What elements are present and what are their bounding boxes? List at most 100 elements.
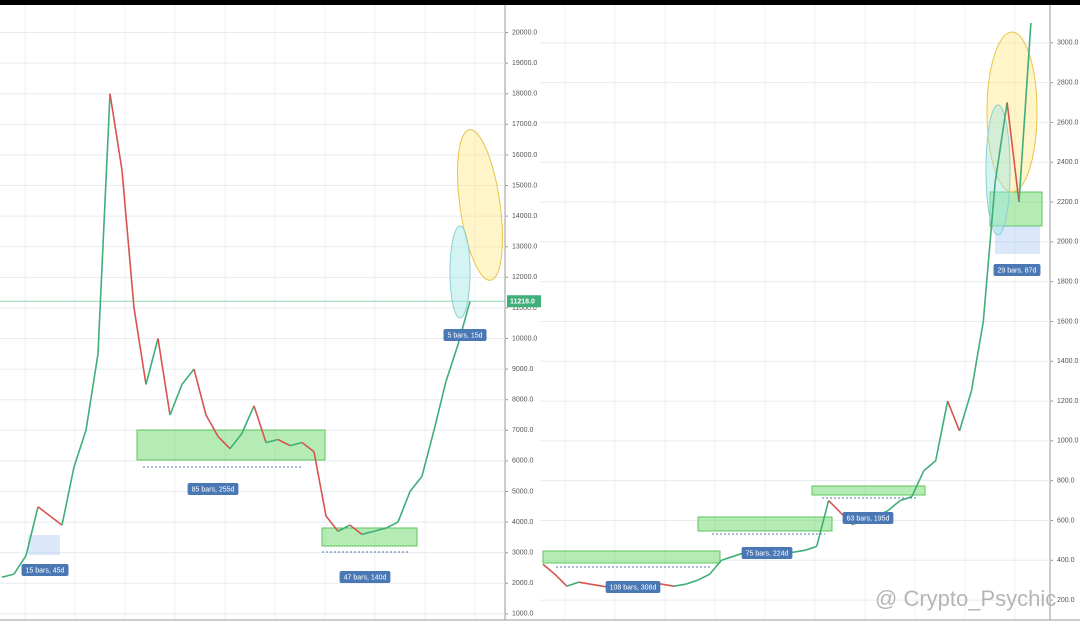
y-tick-label: 2000.0 — [512, 580, 534, 587]
highlight-ellipse — [457, 129, 503, 281]
y-tick-label: 18000.0 — [512, 91, 537, 98]
price-segment — [970, 321, 985, 392]
price-segment — [337, 524, 351, 532]
price-segment — [673, 583, 686, 587]
y-tick-label: 13000.0 — [512, 244, 537, 251]
price-segment — [85, 353, 99, 431]
annotation-tag — [993, 264, 1041, 276]
price-segment — [145, 338, 159, 385]
y-tick-label: 2000.0 — [1057, 239, 1079, 246]
price-segment — [349, 524, 363, 535]
price-segment — [445, 344, 459, 382]
price-segment — [578, 581, 591, 585]
y-tick-label: 1400.0 — [1057, 358, 1079, 365]
price-segment — [97, 93, 111, 354]
y-tick-label: 1200.0 — [1057, 398, 1079, 405]
price-segment — [265, 438, 279, 444]
price-segment — [13, 555, 27, 575]
price-segment — [109, 93, 123, 171]
y-tick-label: 200.0 — [1057, 597, 1075, 604]
price-segment — [685, 579, 698, 585]
range-zone — [989, 191, 1043, 227]
price-segment — [1006, 102, 1020, 203]
foreground-layer: 15 bars, 45d 85 bars, 255d 47 bars, 140d 5 … — [0, 22, 1080, 621]
price-segment — [193, 368, 207, 416]
annotation-label: 47 bars, 140d — [344, 574, 387, 581]
price-segment — [133, 307, 147, 385]
measure-box — [28, 535, 60, 555]
range-zone — [321, 527, 418, 547]
y-tick-label: 2800.0 — [1057, 79, 1079, 86]
price-segment — [73, 430, 87, 468]
range-zone — [136, 429, 326, 461]
annotation-label: 15 bars, 45d — [26, 567, 65, 574]
y-tick-label: 600.0 — [1057, 517, 1075, 524]
y-tick-label: 5000.0 — [512, 488, 534, 495]
price-segment — [409, 475, 423, 492]
y-tick-label: 11000.0 — [512, 305, 537, 312]
y-tick-label: 14000.0 — [512, 213, 537, 220]
y-tick-label: 1600.0 — [1057, 318, 1079, 325]
annotation-tag — [339, 571, 391, 583]
price-segment — [946, 400, 961, 432]
background-layer: 1000.0 2000.0 3000.0 4000.0 5000.0 6000.0 7000… — [0, 5, 1079, 620]
price-segment — [899, 495, 913, 502]
price-segment — [911, 470, 925, 497]
price-segment — [982, 182, 996, 322]
price-segment — [1, 573, 15, 578]
price-tag — [507, 295, 541, 308]
price-segment — [157, 338, 171, 416]
price-segment — [554, 573, 568, 587]
y-tick-label: 3000.0 — [1057, 40, 1079, 47]
price-segment — [815, 500, 830, 547]
price-segment — [1018, 22, 1032, 203]
price-segment — [25, 506, 39, 556]
price-segment — [289, 441, 303, 447]
annotation-label: 5 bars, 15d — [447, 332, 482, 339]
price-segment — [958, 390, 973, 432]
price-segment — [923, 460, 937, 472]
price-segment — [804, 545, 817, 552]
y-tick-label: 19000.0 — [512, 60, 537, 67]
top-bar — [0, 0, 1080, 5]
price-segment — [217, 435, 231, 450]
y-tick-label: 16000.0 — [512, 152, 537, 159]
y-tick-label: 3000.0 — [512, 550, 534, 557]
price-segment — [934, 400, 949, 461]
annotation-tag — [842, 512, 894, 524]
y-tick-label: 7000.0 — [512, 427, 534, 434]
y-tick-label: 15000.0 — [512, 182, 537, 189]
price-segment — [433, 381, 447, 431]
price-segment — [828, 500, 842, 514]
y-tick-label: 4000.0 — [512, 519, 534, 526]
watermark: @ Crypto_Psychic — [875, 586, 1056, 611]
y-tick-label: 10000.0 — [512, 335, 537, 342]
price-segment — [566, 581, 579, 587]
y-tick-label: 2400.0 — [1057, 159, 1079, 166]
range-zone — [697, 516, 833, 532]
price-segment — [542, 563, 556, 575]
y-tick-label: 1000.0 — [1057, 438, 1079, 445]
price-segment — [994, 102, 1008, 183]
price-segment — [241, 405, 255, 434]
annotation-tag — [21, 564, 69, 576]
annotation-tag — [605, 581, 661, 593]
price-segment — [325, 515, 339, 532]
price-segment — [61, 466, 75, 526]
y-tick-label: 400.0 — [1057, 557, 1075, 564]
price-segment — [37, 506, 51, 517]
price-segment — [277, 438, 291, 447]
price-segment — [697, 573, 710, 581]
y-tick-label: 8000.0 — [512, 397, 534, 404]
y-tick-label: 1800.0 — [1057, 278, 1079, 285]
y-tick-label: 12000.0 — [512, 274, 537, 281]
y-tick-label: 6000.0 — [512, 458, 534, 465]
price-segment — [721, 555, 734, 562]
price-segment — [205, 414, 219, 437]
price-segment — [421, 430, 435, 477]
price-segment — [253, 405, 267, 443]
y-tick-label: 800.0 — [1057, 478, 1075, 485]
price-segment — [169, 384, 183, 416]
y-tick-label: 20000.0 — [512, 29, 537, 36]
y-tick-label: 9000.0 — [512, 366, 534, 373]
